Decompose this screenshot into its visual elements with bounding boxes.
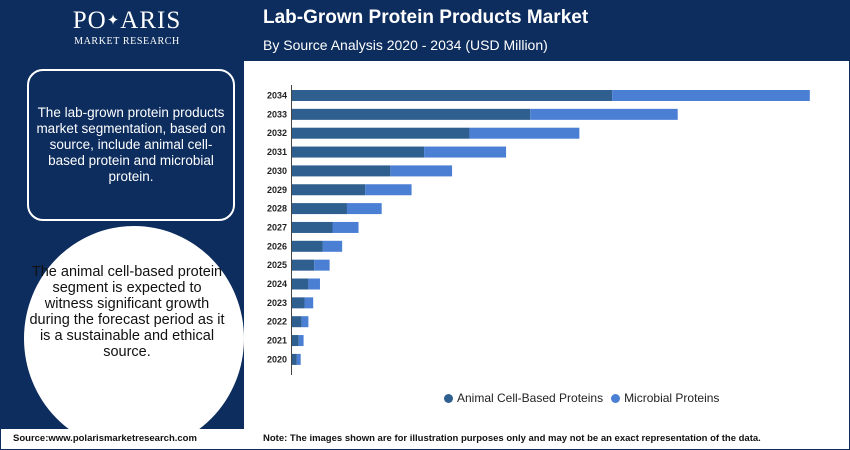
logo-name-po: PO — [72, 7, 107, 34]
bar-animal-cell-based — [292, 278, 309, 290]
bar-microbial — [308, 278, 320, 290]
y-tick-label: 2031 — [267, 147, 287, 157]
bar-animal-cell-based — [292, 297, 305, 309]
highlight-circle — [24, 226, 244, 449]
bar-microbial — [612, 90, 810, 101]
bar-animal-cell-based — [292, 335, 299, 347]
logo-name: PO✦ARIS — [67, 7, 187, 35]
bar-animal-cell-based — [292, 90, 613, 101]
legend-swatch-animal — [444, 393, 453, 403]
logo-subtitle: MARKET RESEARCH — [74, 36, 180, 47]
y-tick-label: 2028 — [267, 204, 287, 214]
bar-animal-cell-based — [292, 221, 333, 233]
bar-animal-cell-based — [292, 165, 391, 177]
y-tick-label: 2025 — [267, 260, 287, 270]
bar-microbial — [296, 353, 301, 365]
bar-microbial — [298, 335, 304, 347]
legend-item-microbial: Microbial Proteins — [611, 391, 719, 405]
legend-label-animal: Animal Cell-Based Proteins — [457, 391, 604, 405]
y-tick-label: 2029 — [267, 185, 287, 195]
y-tick-label: 2023 — [267, 298, 287, 308]
legend-swatch-microbial — [611, 393, 621, 403]
bar-microbial — [322, 240, 343, 252]
y-tick-label: 2030 — [267, 166, 287, 176]
bar-microbial — [346, 203, 382, 215]
chart-subtitle: By Source Analysis 2020 - 2034 (USD Mill… — [263, 37, 548, 53]
y-tick-label: 2034 — [267, 91, 287, 101]
y-tick-label: 2020 — [267, 354, 287, 364]
y-tick-label: 2032 — [267, 128, 287, 138]
bar-animal-cell-based — [292, 184, 366, 196]
bar-animal-cell-based — [292, 316, 302, 328]
bar-microbial — [304, 297, 314, 309]
legend-label-microbial: Microbial Proteins — [624, 391, 720, 405]
bar-animal-cell-based — [292, 127, 470, 139]
bar-microbial — [424, 146, 507, 158]
y-tick-label: 2024 — [267, 279, 287, 289]
highlight-circle-text: The animal cell-based protein segment is… — [29, 264, 225, 360]
bar-microbial — [365, 184, 412, 196]
y-tick-label: 2027 — [267, 222, 287, 232]
segmentation-info-box: The lab-grown protein products market se… — [27, 69, 235, 221]
segmentation-info-text: The lab-grown protein products market se… — [36, 105, 226, 184]
bar-microbial — [390, 165, 453, 177]
chart-legend: Animal Cell-Based Proteins Microbial Pro… — [444, 391, 727, 405]
footer-band — [1, 429, 849, 449]
header-band — [1, 1, 849, 61]
bar-animal-cell-based — [292, 240, 323, 252]
logo-name-rest: ARIS — [120, 7, 182, 34]
bar-microbial — [332, 221, 359, 233]
bar-microbial — [469, 127, 580, 139]
disclaimer-note: Note: The images shown are for illustrat… — [263, 433, 761, 444]
bar-group: 2034 2033 2032 2031 2030 2029 2028 2027 2026 2025… — [267, 90, 810, 365]
y-tick-label: 2026 — [267, 241, 287, 251]
bar-animal-cell-based — [292, 108, 531, 120]
legend-item-animal: Animal Cell-Based Proteins — [444, 391, 603, 405]
bar-animal-cell-based — [292, 353, 297, 365]
source-text: Source:www.polarismarketresearch.com — [13, 433, 197, 444]
y-tick-label: 2021 — [267, 336, 287, 346]
bar-animal-cell-based — [292, 259, 315, 271]
y-tick-label: 2022 — [267, 317, 287, 327]
bar-animal-cell-based — [292, 203, 347, 215]
bar-microbial — [530, 108, 678, 120]
bar-microbial — [301, 316, 309, 328]
chart-title: Lab-Grown Protein Products Market — [263, 7, 589, 28]
polaris-logo: PO✦ARIS MARKET RESEARCH — [67, 7, 187, 47]
bar-animal-cell-based — [292, 146, 425, 158]
y-tick-label: 2033 — [267, 109, 287, 119]
bar-microbial — [314, 259, 330, 271]
logo-star-icon: ✦ — [106, 13, 121, 29]
